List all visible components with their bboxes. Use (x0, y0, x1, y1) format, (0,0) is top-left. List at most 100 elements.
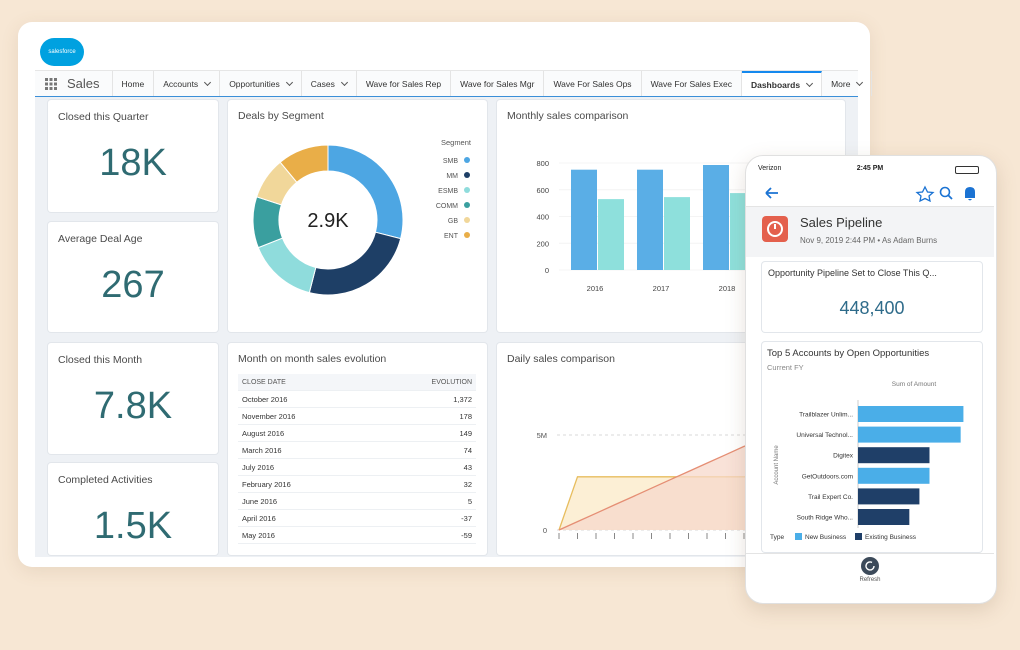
y-axis-title: Account Name (774, 445, 780, 485)
y-tick-label: 400 (536, 213, 549, 222)
table-cell: 74 (371, 441, 476, 459)
legend-label: COMM (436, 203, 458, 210)
app-launcher[interactable] (35, 71, 67, 96)
battery (955, 166, 979, 174)
y-tick-label: 5M (537, 431, 547, 440)
table-cell: February 2016 (238, 475, 371, 493)
bar (598, 199, 624, 270)
table-row: February 2016 32 (238, 475, 476, 493)
search-button[interactable] (939, 186, 953, 200)
donut-segment (308, 231, 402, 296)
phone-metric-card: Opportunity Pipeline Set to Close This Q… (762, 262, 982, 332)
favorite-button[interactable] (915, 185, 935, 202)
table-cell: -59 (371, 526, 476, 544)
nav-tab[interactable]: Wave for Sales Mgr (451, 71, 545, 96)
metric-label: Completed Activities (58, 474, 153, 486)
x-tick-label: 2017 (653, 284, 670, 293)
legend-label: GB (448, 218, 458, 225)
legend-label: ENT (444, 233, 459, 240)
card-title: Daily sales comparison (507, 353, 615, 365)
bar (703, 165, 729, 270)
donut-center-label: 2.9K (307, 210, 349, 232)
bar (858, 447, 930, 464)
table-cell: November 2016 (238, 407, 371, 425)
evolution-table: CLOSE DATE EVOLUTION October 2016 1,372 Nove… (238, 374, 476, 544)
donut-segment (279, 144, 329, 183)
hbar-chart: Top 5 Accounts by Open Opportunities Curr… (767, 348, 964, 541)
table-card: Month on month sales evolution CLOSE DAT… (228, 343, 487, 555)
table-cell: October 2016 (238, 390, 371, 408)
table-row: October 2016 1,372 (238, 390, 476, 408)
refresh-button[interactable] (861, 557, 879, 575)
table-cell: 1,372 (371, 390, 476, 408)
nav-tab[interactable]: Home (113, 71, 155, 96)
nav-tab[interactable]: Dashboards (741, 71, 823, 96)
legend-title: Type (770, 534, 784, 541)
bar-chart: Monthly sales comparison 0 200 400 600 800 201… (507, 110, 845, 293)
metric-value: 267 (101, 264, 165, 306)
y-tick-label: Trailblazer Unlim... (799, 412, 853, 419)
metric-value: 18K (99, 142, 167, 184)
donut-card: Deals by Segment 2.9K Segment SMB MM ESMB COMM… (228, 100, 487, 332)
y-tick-label: 0 (545, 266, 549, 275)
card-title: Monthly sales comparison (507, 110, 629, 122)
table-cell: 178 (371, 407, 476, 425)
bar (637, 169, 663, 270)
nav-tab[interactable]: More (822, 71, 873, 96)
table-row: May 2016 -59 (238, 526, 476, 544)
metric-label: Closed this Quarter (58, 111, 149, 123)
record-icon (762, 216, 788, 242)
card-title: Top 5 Accounts by Open Opportunities (767, 348, 929, 359)
nav-tab[interactable]: Wave For Sales Ops (544, 71, 642, 96)
legend-swatch (795, 533, 802, 540)
table-row: June 2016 5 (238, 492, 476, 510)
table-cell: June 2016 (238, 492, 371, 510)
nav-tab[interactable]: Wave For Sales Exec (642, 71, 742, 96)
legend-swatch (464, 232, 470, 238)
nav-tab[interactable]: Accounts (154, 71, 221, 96)
legend-label: Existing Business (865, 534, 917, 541)
bar (571, 169, 597, 270)
y-tick-label: Universal Technol... (796, 432, 853, 439)
y-tick-label: South Ridge Who... (797, 515, 854, 522)
table-cell: May 2016 (238, 526, 371, 544)
legend-swatch (855, 533, 862, 540)
back-button[interactable] (765, 187, 778, 199)
x-tick-label: 2018 (719, 284, 736, 293)
legend-title: Segment (441, 138, 472, 147)
metric-card: Completed Activities 1.5K (48, 463, 218, 555)
table-cell: July 2016 (238, 458, 371, 476)
metric-card: Average Deal Age 267 (48, 222, 218, 332)
nav-tab[interactable]: Cases (302, 71, 357, 96)
nav-tab[interactable]: Opportunities (220, 71, 302, 96)
x-tick-label: 2016 (587, 284, 604, 293)
logo[interactable]: salesforce (40, 38, 84, 66)
nav-tab[interactable]: Wave for Sales Rep (357, 71, 452, 96)
record-meta: Nov 9, 2019 2:44 PM • As Adam Burns (800, 236, 938, 245)
notifications-button[interactable] (965, 187, 975, 201)
bar (858, 426, 961, 443)
y-tick-label: 0 (543, 526, 547, 535)
bar (664, 197, 690, 270)
column-header: CLOSE DATE (238, 374, 371, 391)
phone-chart-card: Top 5 Accounts by Open Opportunities Curr… (762, 342, 982, 552)
bar (858, 488, 920, 505)
legend-swatch (464, 202, 470, 208)
y-tick-label: GetOutdoors.com (802, 473, 853, 480)
table-cell: 149 (371, 424, 476, 442)
legend-swatch (464, 217, 470, 223)
table-row: April 2016 -37 (238, 509, 476, 527)
legend-swatch (464, 187, 470, 193)
table-cell: April 2016 (238, 509, 371, 527)
donut-chart: Deals by Segment 2.9K Segment SMB MM ESMB COMM… (238, 110, 472, 296)
launcher-icon (45, 77, 57, 90)
metric-value: 1.5K (93, 505, 173, 547)
bar (858, 467, 930, 484)
table-title: Month on month sales evolution (238, 353, 387, 365)
app-name: Sales (67, 71, 113, 96)
bar (858, 406, 964, 422)
legend-label: MM (446, 173, 458, 180)
metric-card: Closed this Month 7.8K (48, 343, 218, 454)
donut-segment (257, 237, 317, 294)
